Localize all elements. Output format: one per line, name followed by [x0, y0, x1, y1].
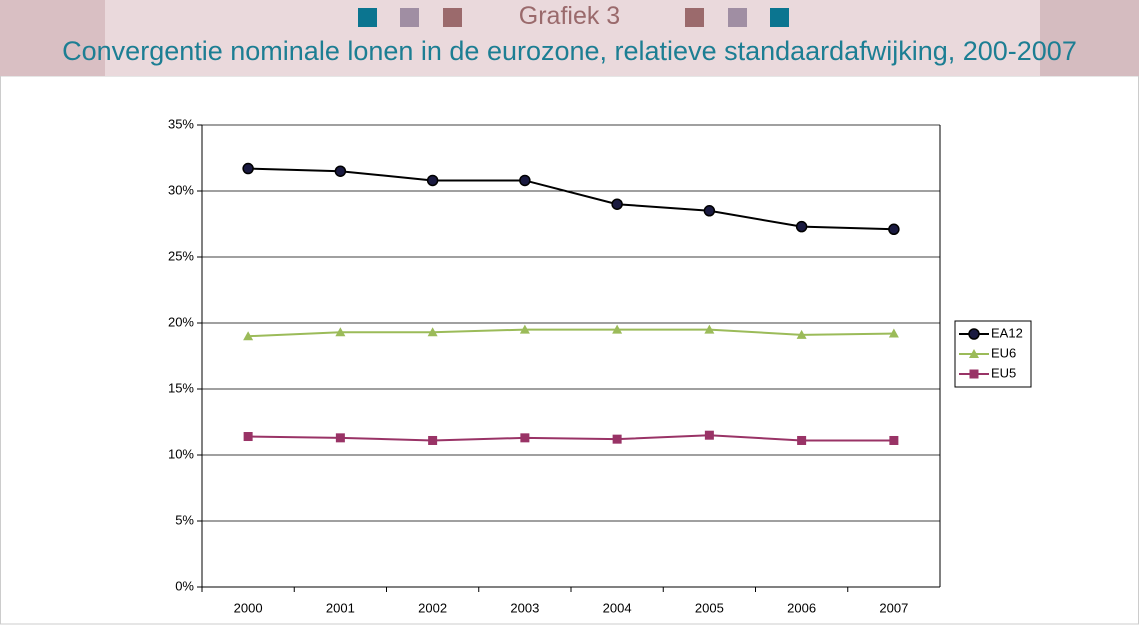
decor-square	[770, 8, 789, 27]
marker	[795, 220, 808, 233]
marker	[704, 430, 714, 440]
y-tick-label: 25%	[168, 248, 194, 263]
marker	[888, 223, 900, 236]
marker	[797, 435, 807, 445]
y-tick-label: 0%	[175, 578, 194, 593]
legend-marker	[968, 328, 980, 340]
decor-square	[685, 8, 704, 27]
x-tick-label: 2004	[603, 600, 632, 615]
legend-marker	[969, 369, 979, 379]
decor-square	[400, 8, 419, 27]
marker	[519, 174, 531, 187]
marker	[243, 331, 254, 341]
y-tick-label: 10%	[168, 446, 194, 461]
marker	[703, 205, 716, 217]
y-tick-label: 15%	[168, 380, 194, 395]
chart: 0% 5% 10% 15% 20% 25% 30% 35% 2000 2001 2002 2003 20…	[0, 76, 1139, 625]
y-tick-label: 20%	[168, 314, 194, 329]
x-tick-label: 2002	[418, 600, 447, 615]
y-tick-label: 35%	[168, 116, 194, 131]
decor-square	[728, 8, 747, 27]
line	[248, 167, 894, 231]
marker	[611, 198, 623, 210]
marker	[612, 324, 623, 334]
x-tick-label: 2005	[695, 600, 724, 615]
marker	[519, 324, 530, 334]
decor-square	[443, 8, 462, 27]
marker	[426, 174, 439, 187]
x-tick-label: 2006	[787, 600, 816, 615]
marker	[242, 162, 254, 175]
y-tick-label: 5%	[175, 512, 194, 527]
x-tick-label: 2007	[879, 600, 908, 615]
legend-label: EU6	[991, 345, 1016, 360]
marker	[334, 165, 347, 177]
chart-title: Grafiek 3	[518, 2, 621, 30]
line	[248, 328, 894, 338]
marker	[335, 433, 345, 443]
banner: Grafiek 3 Convergentie nominale lonen in…	[0, 0, 1139, 76]
marker	[520, 433, 530, 443]
x-tick-label: 2000	[234, 600, 263, 615]
marker	[888, 328, 899, 338]
legend-marker	[969, 349, 979, 358]
marker	[427, 327, 438, 337]
legend-label: EU5	[991, 365, 1016, 380]
legend-label: EA12	[991, 325, 1023, 340]
x-tick-label: 2003	[510, 600, 539, 615]
marker	[335, 327, 346, 337]
marker	[243, 432, 253, 442]
marker	[796, 329, 807, 339]
marker	[889, 435, 899, 445]
line	[248, 434, 894, 442]
marker	[704, 324, 715, 334]
chart-subtitle: Convergentie nominale lonen in de eurozo…	[62, 36, 1077, 66]
x-tick-label: 2001	[326, 600, 355, 615]
marker	[612, 434, 622, 444]
decor-square	[358, 8, 377, 27]
y-tick-label: 30%	[168, 182, 194, 197]
marker	[428, 435, 438, 445]
